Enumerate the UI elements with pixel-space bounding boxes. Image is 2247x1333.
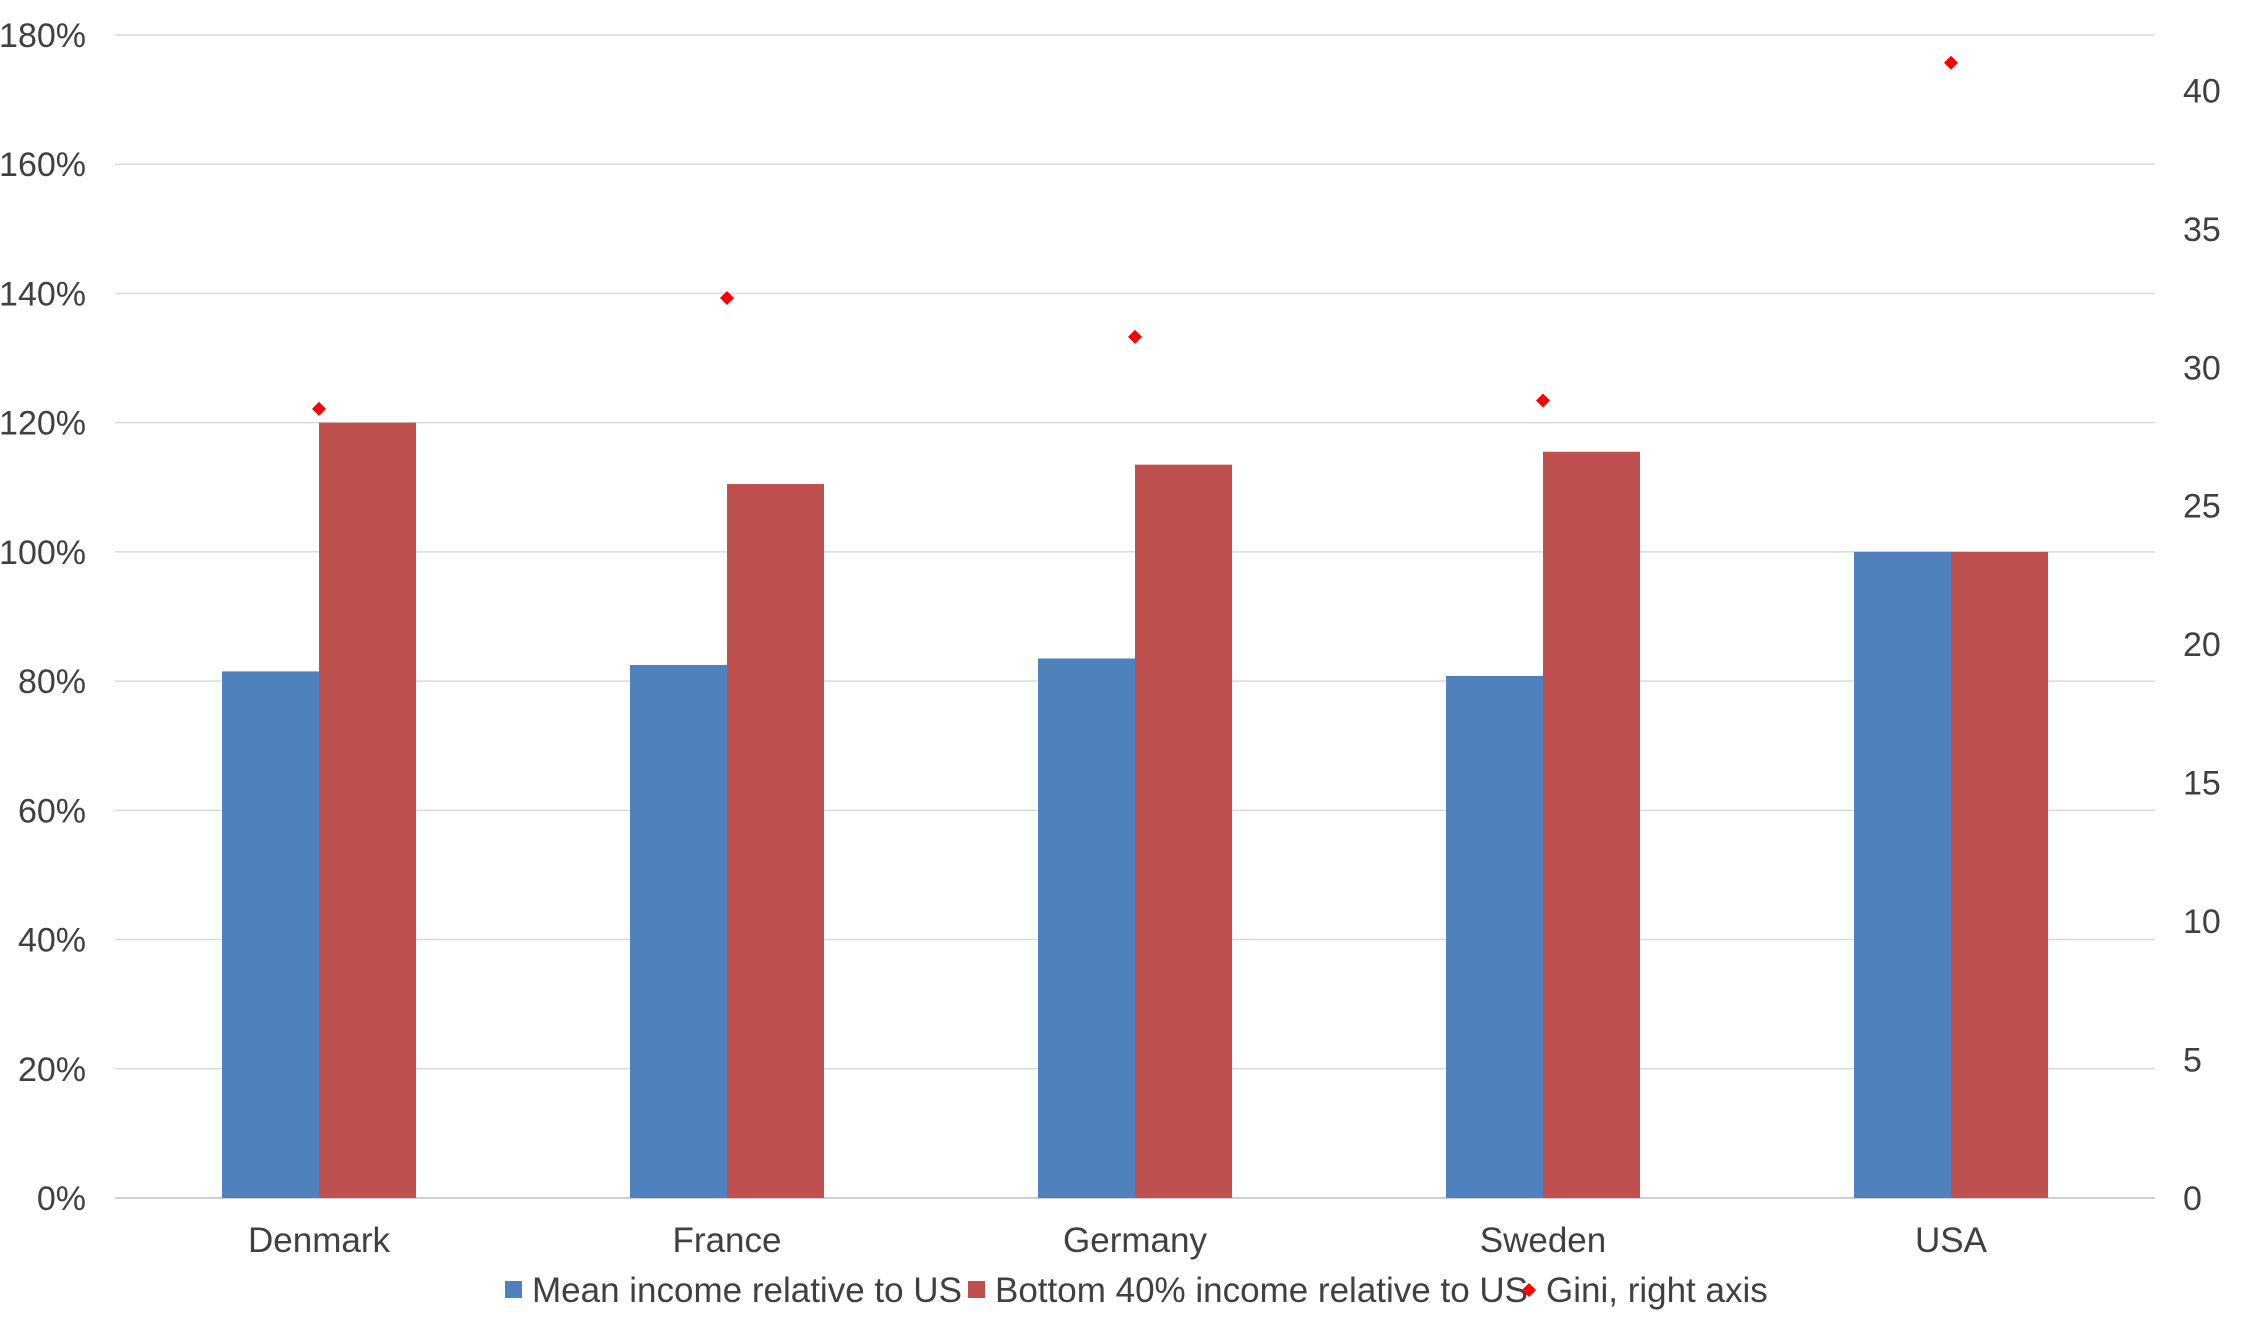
legend-label: Mean income relative to US	[532, 1271, 962, 1310]
right-axis: 0 5 10 15 20 25 30 35 40	[2183, 72, 2221, 1218]
y-left-tick-label: 60%	[18, 792, 86, 830]
y-right-tick-label: 5	[2183, 1042, 2202, 1080]
y-left-tick-label: 120%	[0, 405, 86, 443]
y-left-tick-label: 0%	[37, 1180, 86, 1218]
y-left-tick-label: 100%	[0, 534, 86, 572]
y-left-tick-label: 80%	[18, 663, 86, 701]
y-left-tick-label: 140%	[0, 275, 86, 313]
y-right-tick-label: 15	[2183, 765, 2221, 803]
gini-markers	[312, 55, 1958, 416]
legend: Mean income relative to US Bottom 40% inc…	[505, 1271, 1768, 1310]
mean-income-bar-usa	[1854, 551, 1951, 1198]
category-label: Germany	[1063, 1221, 1207, 1260]
bottom40-income-bar-sweden	[1543, 451, 1640, 1198]
y-right-tick-label: 25	[2183, 488, 2221, 526]
category-label: Denmark	[248, 1221, 390, 1260]
bottom40-income-bar-usa	[1951, 551, 2048, 1198]
gini-point-sweden	[1536, 393, 1550, 408]
mean-income-bar-denmark	[222, 671, 319, 1198]
legend-label: Bottom 40% income relative to US	[995, 1271, 1528, 1310]
bar-series	[222, 422, 2048, 1199]
y-left-tick-label: 40%	[18, 922, 86, 960]
mean-income-bar-sweden	[1446, 675, 1543, 1198]
category-axis: Denmark France Germany Sweden USA	[248, 1221, 1988, 1260]
category-label: USA	[1915, 1221, 1988, 1260]
category-label: Sweden	[1480, 1221, 1606, 1260]
y-right-tick-label: 20	[2183, 626, 2221, 664]
bottom40-income-bar-denmark	[319, 422, 416, 1199]
gini-point-france	[720, 291, 734, 306]
bottom40-income-bar-france	[727, 484, 824, 1198]
legend-swatch	[505, 1281, 522, 1298]
bottom40-income-bar-germany	[1135, 464, 1232, 1198]
legend-swatch-diamond	[1522, 1283, 1536, 1297]
y-right-tick-label: 10	[2183, 903, 2221, 941]
gini-point-germany	[1128, 329, 1142, 344]
y-right-tick-label: 0	[2183, 1180, 2202, 1218]
y-right-tick-label: 40	[2183, 72, 2221, 110]
mean-income-bar-france	[630, 664, 727, 1198]
gini-point-usa	[1944, 55, 1958, 70]
gini-point-denmark	[312, 401, 326, 416]
left-axis: 0% 20% 40% 60% 80% 100% 120% 140% 160% 180%	[0, 17, 86, 1218]
category-label: France	[673, 1221, 782, 1260]
y-right-tick-label: 30	[2183, 349, 2221, 387]
y-right-tick-label: 35	[2183, 211, 2221, 249]
legend-swatch	[968, 1281, 985, 1298]
y-left-tick-label: 180%	[0, 17, 86, 55]
y-left-tick-label: 160%	[0, 146, 86, 184]
y-left-tick-label: 20%	[18, 1051, 86, 1089]
mean-income-bar-germany	[1038, 658, 1135, 1198]
legend-label: Gini, right axis	[1546, 1271, 1768, 1310]
